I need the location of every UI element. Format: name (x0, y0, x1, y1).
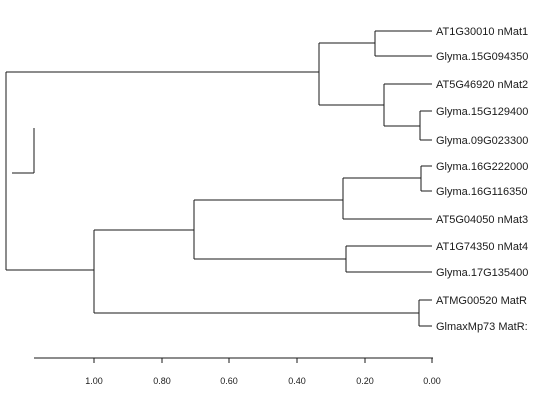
leaf-label: AT5G46920 nMat2 (436, 79, 528, 91)
leaf-label: ATMG00520 MatR (436, 295, 527, 307)
leaf-label: AT5G04050 nMat3 (436, 214, 528, 226)
leaf-label: AT1G74350 nMat4 (436, 241, 528, 253)
scale-axis: 1.00 0.80 0.60 0.40 0.20 0.00 (34, 357, 441, 386)
leaf-label: Glyma.09G023300 (436, 135, 528, 147)
axis-tick-label: 0.00 (423, 376, 441, 386)
axis-tick-label: 0.20 (356, 376, 374, 386)
leaf-label: Glyma.16G116350 (436, 186, 528, 198)
leaf-label: Glyma.16G222000 (436, 161, 528, 173)
axis-tick-label: 0.80 (153, 376, 171, 386)
leaf-label: Glyma.15G129400 (436, 106, 528, 118)
leaf-label: Glyma.15G094350 (436, 51, 528, 63)
axis-tick-label: 0.40 (288, 376, 306, 386)
leaf-labels: AT1G30010 nMat1 Glyma.15G094350 AT5G4692… (436, 26, 528, 333)
leaf-label: Glyma.17G135400 (436, 267, 528, 279)
axis-tick-label: 1.00 (85, 376, 103, 386)
tree-branches (5, 30, 432, 327)
axis-tick-label: 0.60 (220, 376, 238, 386)
leaf-label: AT1G30010 nMat1 (436, 26, 528, 38)
leaf-label: GlmaxMp73 MatR: (436, 321, 528, 333)
